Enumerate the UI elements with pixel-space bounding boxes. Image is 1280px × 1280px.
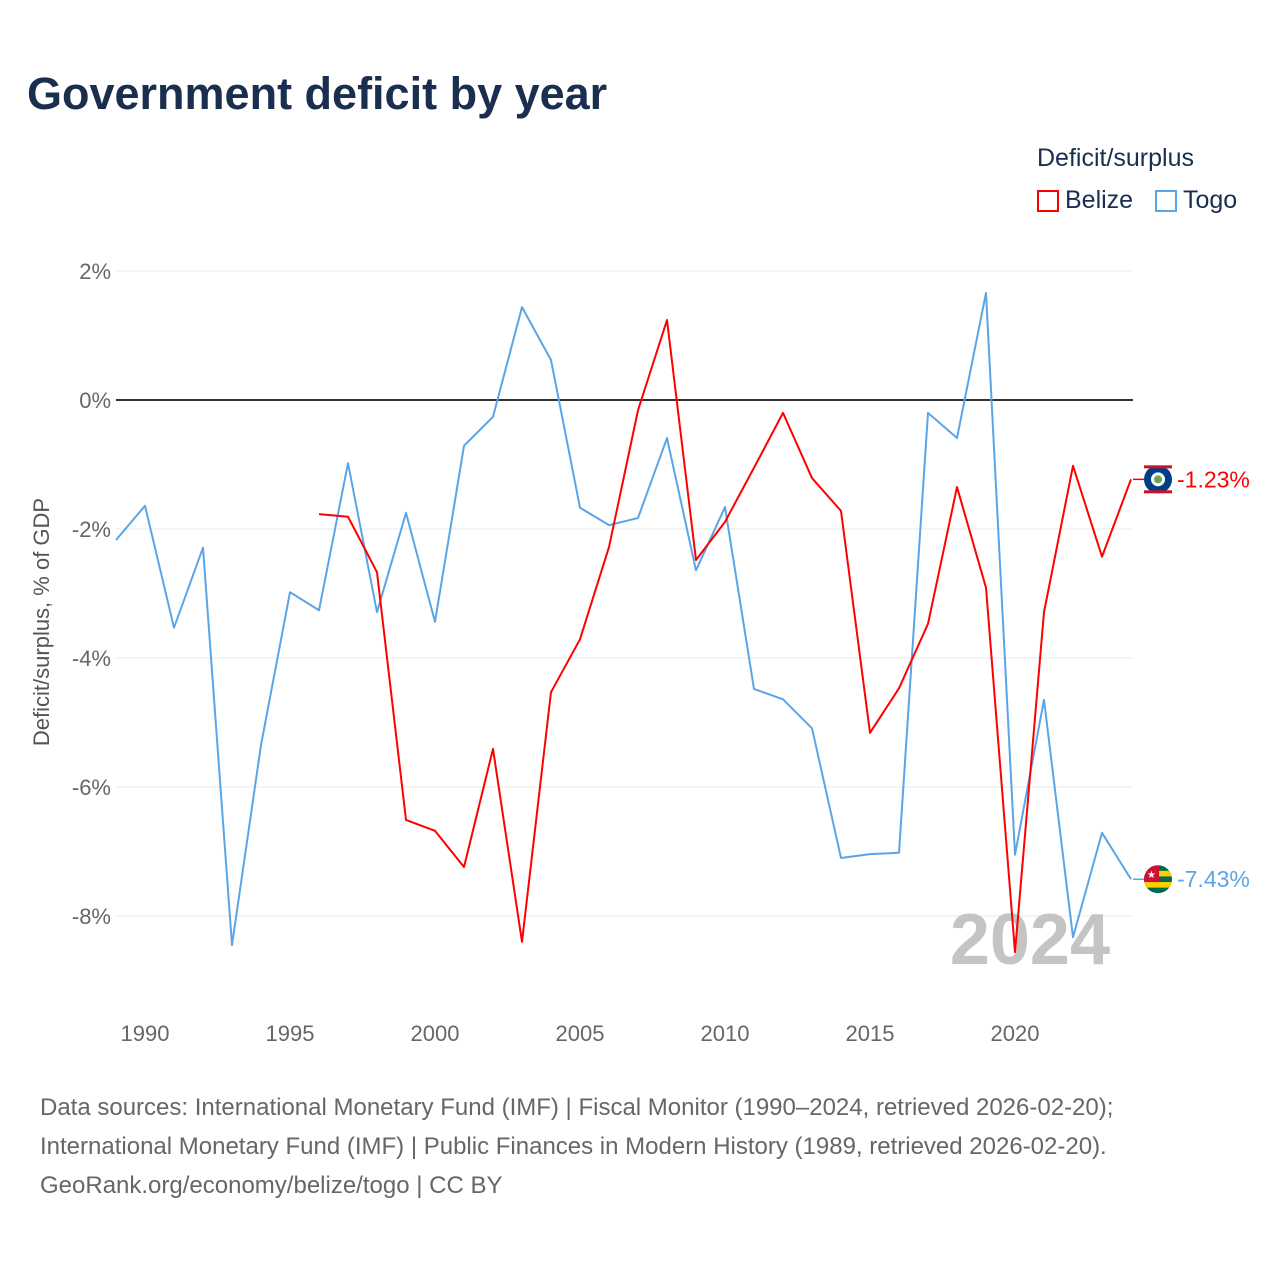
x-tick-label: 2005	[556, 1021, 605, 1046]
x-tick-label: 2015	[846, 1021, 895, 1046]
year-watermark: 2024	[950, 900, 1110, 980]
y-tick-label: 2%	[79, 259, 111, 284]
legend-label-togo: Togo	[1183, 186, 1238, 214]
y-tick-label: 0%	[79, 388, 111, 413]
footer: Data sources: International Monetary Fun…	[40, 1088, 1113, 1205]
belize-end-label: -1.23%	[1177, 466, 1250, 492]
series-line-togo	[115, 291, 1132, 947]
y-tick-label: -4%	[72, 646, 111, 671]
togo-flag-icon: ★	[1144, 865, 1172, 894]
x-tick-label: 1990	[121, 1021, 170, 1046]
x-tick-label: 2020	[991, 1021, 1040, 1046]
legend-label-belize: Belize	[1065, 186, 1134, 214]
x-tick-label: 1995	[266, 1021, 315, 1046]
y-tick-label: -8%	[72, 904, 111, 929]
y-tick-label: -2%	[72, 517, 111, 542]
legend-swatch-togo	[1155, 189, 1177, 212]
togo-end-label: -7.43%	[1177, 866, 1250, 892]
svg-text:★: ★	[1147, 870, 1156, 881]
legend-swatch-belize	[1037, 189, 1059, 212]
source-line-2: International Monetary Fund (IMF) | Publ…	[40, 1133, 1107, 1160]
series-line-belize	[318, 319, 1132, 954]
y-tick-label: -6%	[72, 775, 111, 800]
legend-item-togo[interactable]: Togo	[1155, 186, 1237, 215]
x-tick-label: 2010	[701, 1021, 750, 1046]
chart-title: Government deficit by year	[27, 68, 608, 119]
legend-item-belize[interactable]: Belize	[1037, 186, 1133, 215]
source-link[interactable]: GeoRank.org/economy/belize/togo | CC BY	[40, 1172, 503, 1199]
belize-flag-icon	[1144, 465, 1172, 494]
x-tick-label: 2000	[411, 1021, 460, 1046]
legend-title: Deficit/surplus	[1037, 144, 1194, 172]
source-line-1: Data sources: International Monetary Fun…	[40, 1094, 1114, 1121]
